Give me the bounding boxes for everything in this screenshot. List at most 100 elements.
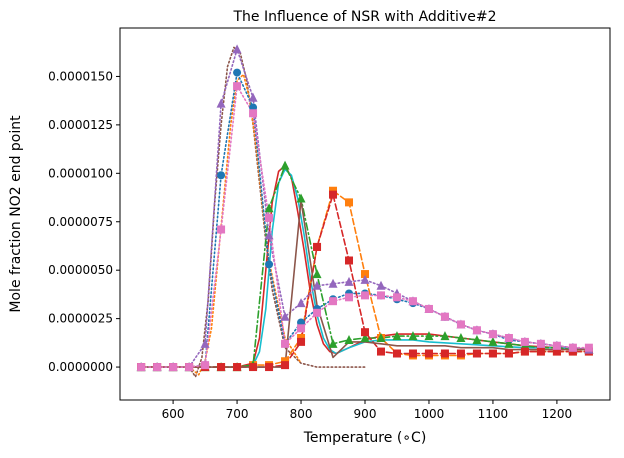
series-7-point: [153, 363, 162, 372]
series-7-point: [440, 312, 449, 321]
x-tick-label: 1200: [542, 407, 573, 421]
y-tick-label: 0.0000075: [48, 215, 113, 229]
series-7-point: [249, 109, 258, 118]
series-7-point: [281, 339, 290, 348]
series-7-point: [217, 225, 226, 234]
series-7-point: [408, 297, 417, 306]
series-7-point: [329, 297, 338, 306]
series-5-point: [296, 298, 306, 308]
series-5-point: [216, 98, 226, 108]
series-1-point: [265, 260, 274, 269]
series-3-point: [424, 331, 434, 341]
ticks: 600 700 800 900 1000 1100 1200 0.0000000 0.00000…: [48, 69, 572, 421]
series-1-line: [140, 71, 590, 368]
series-5-point: [280, 311, 290, 321]
series-3-point: [504, 338, 514, 348]
series-7-point: [185, 363, 194, 372]
series-4-point: [552, 347, 561, 356]
series-4-point: [265, 363, 274, 372]
series-3-point: [344, 334, 354, 344]
y-tick-label: 0.0000050: [48, 263, 113, 277]
series-1-point: [233, 68, 242, 77]
series-4-point: [281, 361, 290, 370]
series-5-point: [312, 280, 322, 290]
series-7-point: [376, 291, 385, 300]
series-3-point: [472, 334, 482, 344]
series-4-point: [408, 349, 417, 358]
x-tick-label: 900: [354, 407, 377, 421]
x-tick-label: 1000: [414, 407, 445, 421]
series-4-point: [345, 256, 354, 265]
smooth-curve-4: [236, 168, 590, 368]
series-4-point: [297, 337, 306, 346]
series-2-point: [361, 270, 369, 279]
series-3-point: [376, 333, 386, 342]
series-3-point: [488, 336, 498, 346]
series-7-point: [201, 361, 210, 370]
series-1-point: [217, 171, 226, 180]
series-5-point: [344, 276, 354, 286]
series-4-point: [520, 347, 529, 356]
x-tick-label: 800: [290, 407, 313, 421]
series-3-point: [312, 269, 322, 279]
chart-title: The Influence of NSR with Additive#2: [233, 9, 497, 25]
series-4-point: [440, 349, 449, 358]
y-tick-label: 0.0000000: [48, 360, 113, 374]
series-7-point: [169, 363, 178, 372]
smooth-curve-1: [172, 46, 366, 378]
series-7-point: [345, 293, 354, 302]
series-5-point: [376, 280, 386, 290]
x-tick-label: 600: [162, 407, 185, 421]
series-7-point: [520, 337, 529, 346]
series-3-point: [440, 331, 450, 341]
series-5-point: [200, 338, 210, 348]
series-7-point: [392, 293, 401, 302]
series-7-point: [568, 343, 577, 352]
series-5-point: [360, 274, 370, 284]
series-4-point: [504, 349, 513, 358]
series-4-point: [456, 349, 465, 358]
series-7-point: [297, 324, 306, 333]
series-5-point: [264, 230, 274, 240]
series-3-point: [360, 333, 370, 342]
series-5-point: [248, 92, 258, 102]
series-7-point: [265, 213, 274, 222]
y-tick-label: 0.0000125: [48, 118, 113, 132]
series-7-point: [424, 304, 433, 313]
series-3-point: [392, 331, 402, 341]
series-4-point: [536, 347, 545, 356]
y-tick-label: 0.0000150: [48, 69, 113, 83]
y-tick-label: 0.0000025: [48, 312, 113, 326]
series-5-point: [328, 278, 338, 288]
series-4-point: [313, 242, 322, 251]
series-7-point: [361, 291, 369, 300]
series-7-point: [536, 339, 545, 348]
series-7-point: [584, 343, 593, 352]
series-3-point: [408, 331, 418, 341]
series-4-point: [424, 349, 433, 358]
series-7-point: [456, 320, 465, 329]
series-2-point: [345, 198, 354, 207]
series-7-point: [233, 82, 242, 91]
x-tick-label: 1100: [478, 407, 509, 421]
series-5-point: [232, 44, 242, 54]
series-4-point: [392, 349, 401, 358]
series-3-point: [328, 338, 338, 348]
plot-area: [136, 44, 594, 378]
series-4-point: [361, 328, 369, 337]
series-4-point: [217, 363, 226, 372]
series-4-point: [376, 347, 385, 356]
series-3-point: [264, 203, 274, 213]
series-4-point: [472, 349, 481, 358]
series-3-point: [280, 160, 290, 170]
y-tick-label: 0.0000100: [48, 166, 113, 180]
series-3-point: [456, 333, 466, 342]
series-7-point: [488, 330, 497, 339]
series-7-point: [504, 334, 513, 342]
series-7-point: [472, 326, 481, 335]
series-7-point: [313, 308, 322, 317]
series-4-point: [488, 349, 497, 358]
x-tick-label: 700: [226, 407, 249, 421]
